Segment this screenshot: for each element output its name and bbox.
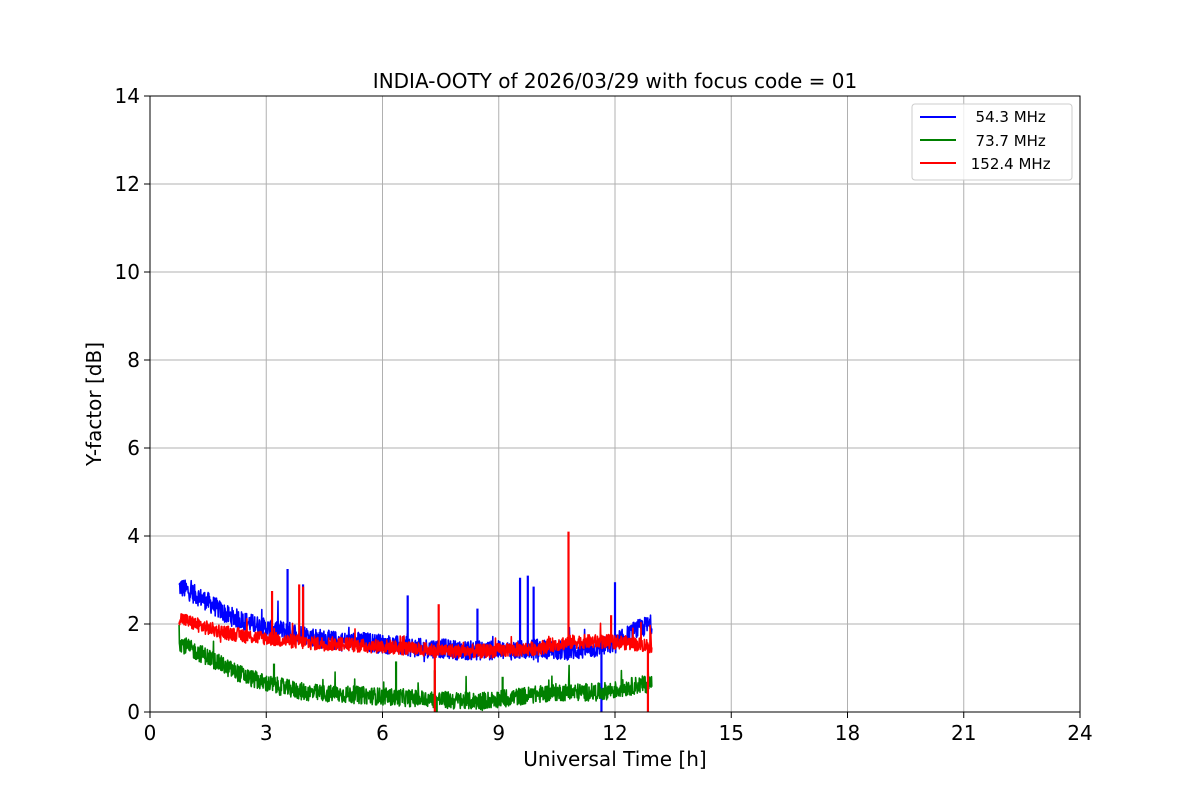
x-tick-label: 12 <box>602 721 627 745</box>
legend-box <box>911 103 1073 181</box>
y-tick-label: 2 <box>127 612 140 636</box>
series-line-73mhz <box>178 624 653 712</box>
y-tick-label: 14 <box>115 84 140 108</box>
legend-label-152mhz: 152.4 MHz <box>966 155 1051 173</box>
y-tick-label: 8 <box>127 348 140 372</box>
y-tick-label: 4 <box>127 524 140 548</box>
x-tick-label: 15 <box>719 721 744 745</box>
x-tick-label: 6 <box>376 721 389 745</box>
series-152mhz <box>178 531 653 712</box>
series-layer <box>178 531 653 712</box>
legend-label-73mhz: 73.7 MHz <box>966 132 1046 150</box>
chart-title: INDIA-OOTY of 2026/03/29 with focus code… <box>373 69 857 93</box>
y-axis-label: Y-factor [dB] <box>82 342 106 467</box>
series-line-152mhz <box>178 613 653 660</box>
legend-label-54mhz: 54.3 MHz <box>966 108 1046 126</box>
x-tick-label: 24 <box>1067 721 1092 745</box>
x-axis-label: Universal Time [h] <box>523 747 706 771</box>
x-tick-label: 0 <box>144 721 157 745</box>
x-tick-label: 18 <box>835 721 860 745</box>
x-tick-label: 3 <box>260 721 273 745</box>
series-line-54mhz <box>178 579 653 663</box>
legend: 54.3 MHz 73.7 MHz 152.4 MHz <box>911 103 1073 181</box>
y-tick-label: 12 <box>115 172 140 196</box>
x-tick-label: 21 <box>951 721 976 745</box>
y-tick-label: 0 <box>127 700 140 724</box>
x-tick-label: 9 <box>492 721 505 745</box>
y-tick-label: 6 <box>127 436 140 460</box>
y-tick-label: 10 <box>115 260 140 284</box>
